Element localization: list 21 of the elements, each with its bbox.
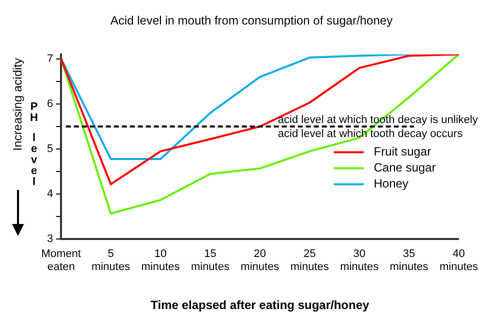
x-tick-label: 10 minutes	[141, 248, 180, 274]
y-tick-label: 4	[46, 188, 54, 200]
text: Increasing acidity	[10, 58, 24, 151]
x-tick-label: 5 minutes	[92, 248, 131, 274]
legend-label: Fruit sugar	[374, 144, 432, 159]
legend-label: Cane sugar	[374, 160, 436, 175]
y-tick-label: 7	[46, 52, 54, 65]
x-tick-label: 20 minutes	[240, 248, 280, 274]
y-tick-label: 3	[46, 233, 54, 246]
x-tick-label: 25 minutes	[290, 248, 330, 274]
x-tick-label: 35 minutes	[390, 248, 429, 274]
y-tick-label: 5	[46, 143, 54, 156]
chart-title: Acid level in mouth from consumption of sugar/honey	[110, 14, 393, 28]
legend-label: Honey	[374, 176, 408, 191]
y-axis-title: PH level	[30, 101, 38, 188]
y-tick-label: 6	[46, 98, 54, 110]
x-axis-title: Time elapsed after eating sugar/honey	[150, 298, 370, 312]
x-tick-label: 40 minutes	[439, 248, 478, 274]
x-tick-label: 15 minutes	[190, 248, 230, 274]
x-tick-label: Moment eaten	[41, 248, 81, 274]
x-tick-label: 30 minutes	[340, 248, 380, 274]
